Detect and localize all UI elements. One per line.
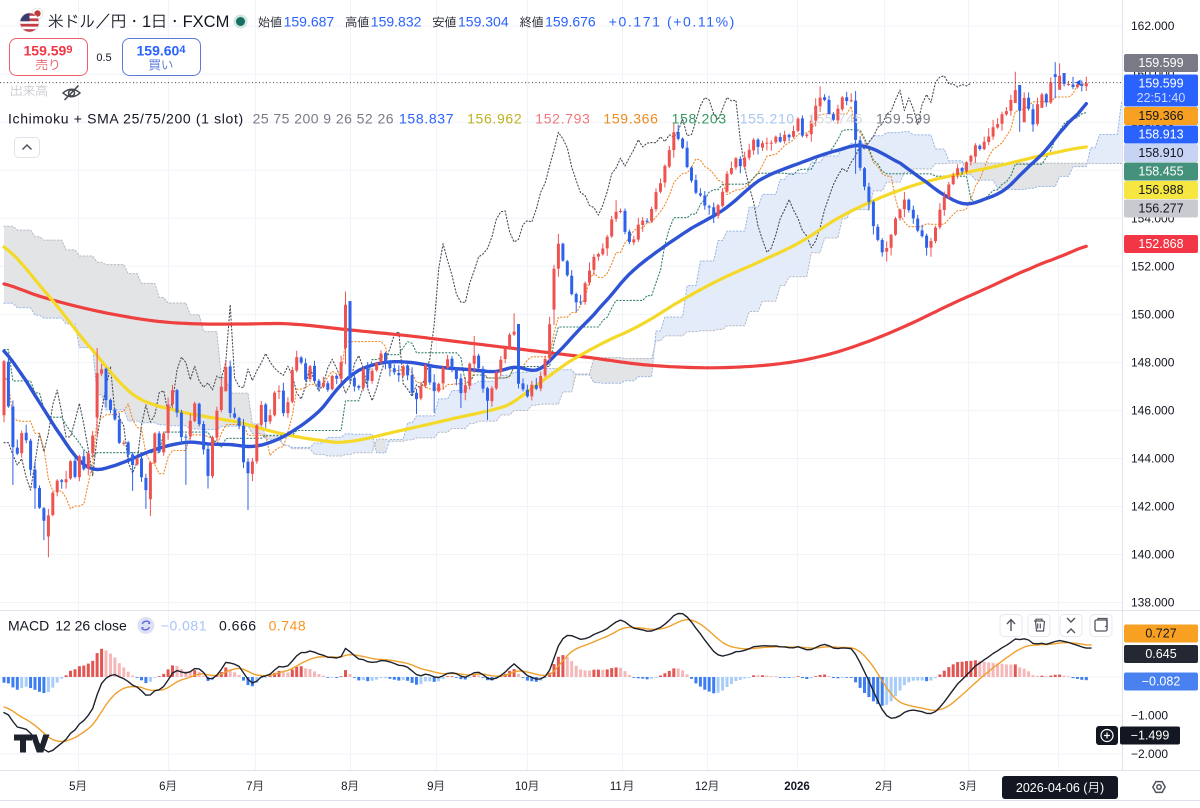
svg-text:140.000: 140.000 <box>1131 548 1175 562</box>
svg-text:158.455: 158.455 <box>1138 165 1183 179</box>
svg-text:156.962: 156.962 <box>467 111 522 127</box>
svg-text:12: 12 <box>695 781 708 793</box>
svg-text:3: 3 <box>959 781 965 793</box>
svg-text:Ichimoku + SMA 25/75/200 (1 sl: Ichimoku + SMA 25/75/200 (1 slot) <box>8 111 244 127</box>
svg-text:−1.000: −1.000 <box>1131 709 1168 723</box>
svg-text:155.210: 155.210 <box>740 111 795 127</box>
svg-text:158.913: 158.913 <box>1138 128 1183 142</box>
svg-text:MACD: MACD <box>8 618 49 634</box>
svg-text:8: 8 <box>341 781 347 793</box>
svg-text:138.000: 138.000 <box>1131 596 1175 610</box>
svg-text:1: 1 <box>142 13 151 31</box>
svg-text:22:51:40: 22:51:40 <box>1137 91 1186 105</box>
svg-text:150.000: 150.000 <box>1131 307 1175 321</box>
svg-text:159.599: 159.599 <box>1138 77 1183 91</box>
svg-text:25 75 200 9 26 52 26: 25 75 200 9 26 52 26 <box>253 111 394 127</box>
svg-text:152.000: 152.000 <box>1131 259 1175 273</box>
svg-text:7: 7 <box>246 781 252 793</box>
svg-text:155.745: 155.745 <box>808 111 863 127</box>
svg-text:156.277: 156.277 <box>1138 202 1183 216</box>
svg-text:159.676: 159.676 <box>545 14 596 30</box>
svg-text:159.599: 159.599 <box>876 111 931 127</box>
svg-text:FXCM: FXCM <box>183 13 230 31</box>
svg-text:159.366: 159.366 <box>603 111 658 127</box>
svg-text:158.910: 158.910 <box>1138 146 1183 160</box>
svg-text:0.5: 0.5 <box>96 52 111 64</box>
svg-text:−1.499: −1.499 <box>1131 729 1170 743</box>
svg-text:152.793: 152.793 <box>535 111 590 127</box>
svg-text:158.203: 158.203 <box>672 111 727 127</box>
svg-text:152.868: 152.868 <box>1138 237 1183 251</box>
svg-text:162.000: 162.000 <box>1131 19 1175 33</box>
svg-text:159.304: 159.304 <box>458 14 509 30</box>
svg-text:159.687: 159.687 <box>284 14 335 30</box>
svg-text:144.000: 144.000 <box>1131 452 1175 466</box>
svg-text:159.366: 159.366 <box>1138 109 1183 123</box>
svg-text:159.599: 159.599 <box>24 43 73 59</box>
svg-text:12 26 close: 12 26 close <box>55 618 127 634</box>
svg-text:6: 6 <box>159 781 165 793</box>
svg-text:−0.082: −0.082 <box>1142 675 1181 689</box>
svg-text:10: 10 <box>515 781 528 793</box>
svg-text:11: 11 <box>610 781 622 793</box>
svg-text:+0.171 (+0.11%): +0.171 (+0.11%) <box>609 14 736 30</box>
svg-text:159.604: 159.604 <box>137 43 187 59</box>
svg-text:9: 9 <box>427 781 433 793</box>
svg-text:0.645: 0.645 <box>1145 647 1176 661</box>
svg-text:159.599: 159.599 <box>1138 56 1183 70</box>
svg-text:148.000: 148.000 <box>1131 355 1175 369</box>
svg-text:156.988: 156.988 <box>1138 183 1183 197</box>
svg-text:142.000: 142.000 <box>1131 500 1175 514</box>
svg-text:0.666: 0.666 <box>219 618 257 634</box>
svg-text:0.748: 0.748 <box>269 618 307 634</box>
svg-text:): ) <box>1100 781 1104 795</box>
svg-text:159.832: 159.832 <box>371 14 422 30</box>
svg-text:146.000: 146.000 <box>1131 403 1175 417</box>
svg-text:0.727: 0.727 <box>1145 627 1176 641</box>
svg-text:158.837: 158.837 <box>399 111 454 127</box>
svg-text:2026-04-06 (: 2026-04-06 ( <box>1016 781 1088 795</box>
svg-text:2: 2 <box>875 781 881 793</box>
svg-text:−2.000: −2.000 <box>1131 747 1168 761</box>
svg-text:2026: 2026 <box>784 781 810 793</box>
svg-text:−0.081: −0.081 <box>161 618 207 634</box>
svg-text:5: 5 <box>69 781 75 793</box>
